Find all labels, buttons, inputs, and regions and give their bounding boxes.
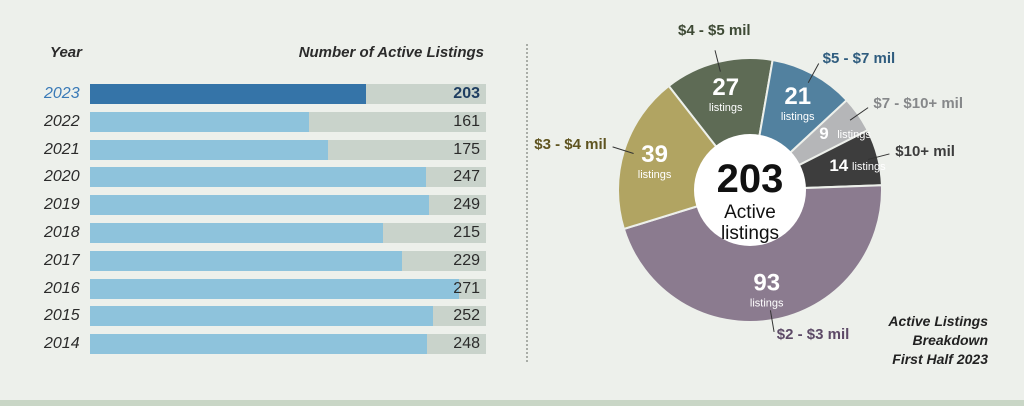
leader-line [714,50,721,72]
year-label: 2018 [44,224,80,241]
bar-track: 248 [90,334,486,355]
bar-value-label: 271 [453,279,480,297]
center-total: 203 [717,157,784,201]
leader-line [867,153,890,160]
bar-track: 249 [90,195,486,216]
slice-unit: listings [852,161,886,173]
bar-value-label: 249 [453,196,480,214]
leader-line [849,107,869,121]
slice-category-label: $4 - $5 mil [678,22,751,40]
slice-unit: listings [750,298,784,310]
bar [90,278,459,299]
bar-track: 175 [90,139,486,160]
panel-divider [526,44,528,362]
year-label: 2019 [44,196,80,214]
slice-unit: listings [837,129,871,141]
year-label: 2023 [44,85,80,102]
year-label: 2014 [44,335,80,353]
slice-category-label: $7 - $10+ mil [873,95,964,113]
slice-value: 27 [712,74,739,101]
donut-center [694,134,806,246]
slice-category-label: $2 - $3 mil [776,325,850,343]
center-label-listings: listings [721,223,779,244]
bar-track: 229 [90,250,486,271]
year-header: Year [50,44,82,61]
year-label: 2020 [44,168,80,186]
bar [90,111,310,132]
bar-track: 252 [90,306,486,327]
slice-value: 39 [641,141,668,168]
bar [90,250,402,271]
bar [90,139,329,160]
bar-value-label: 252 [453,307,480,325]
bar-value-label: 229 [453,251,480,269]
bottom-strip [0,400,1024,406]
chart-caption: Active Listings Breakdown First Half 202… [888,312,988,369]
bar [90,167,427,188]
bar-value-label: 247 [453,168,480,186]
bar-value-label: 161 [453,112,480,130]
year-label: 2015 [44,307,80,325]
slice-unit: listings [781,111,815,123]
year-label: 2016 [44,279,80,297]
bar [90,306,433,327]
slice-value: 14 [829,156,848,175]
bar-track: 215 [90,223,486,243]
leader-line [807,63,820,84]
year-label: 2022 [44,112,80,130]
bar-track: 271 [90,278,486,299]
slice-value: 21 [784,83,811,110]
bar-track: 247 [90,167,486,188]
bar [90,84,367,104]
slice-unit: listings [638,169,672,181]
bar [90,334,428,355]
bar [90,223,383,243]
bar-track: 203 [90,84,486,104]
listings-header: Number of Active Listings [298,44,484,61]
caption-line: Active Listings [888,313,988,329]
slice-unit: listings [709,102,743,114]
bar-value-label: 175 [453,140,480,158]
year-label: 2017 [44,251,80,269]
bar-track: 161 [90,111,486,132]
slice-category-label: $5 - $7 mil [822,49,896,67]
bar-value-label: 215 [453,224,480,241]
leader-line [769,310,775,333]
leader-line [612,146,634,154]
bar-value-label: 248 [453,335,480,353]
caption-line: Breakdown [912,332,988,348]
bar [90,195,429,216]
center-label-active: Active [724,202,776,223]
bar-value-label: 203 [453,85,480,102]
year-label: 2021 [44,140,80,158]
slice-value: 9 [819,124,828,143]
slice-value: 93 [753,270,780,297]
slice-category-label: $10+ mil [895,142,955,160]
slice-category-label: $3 - $4 mil [534,135,607,153]
caption-line: First Half 2023 [892,351,988,367]
